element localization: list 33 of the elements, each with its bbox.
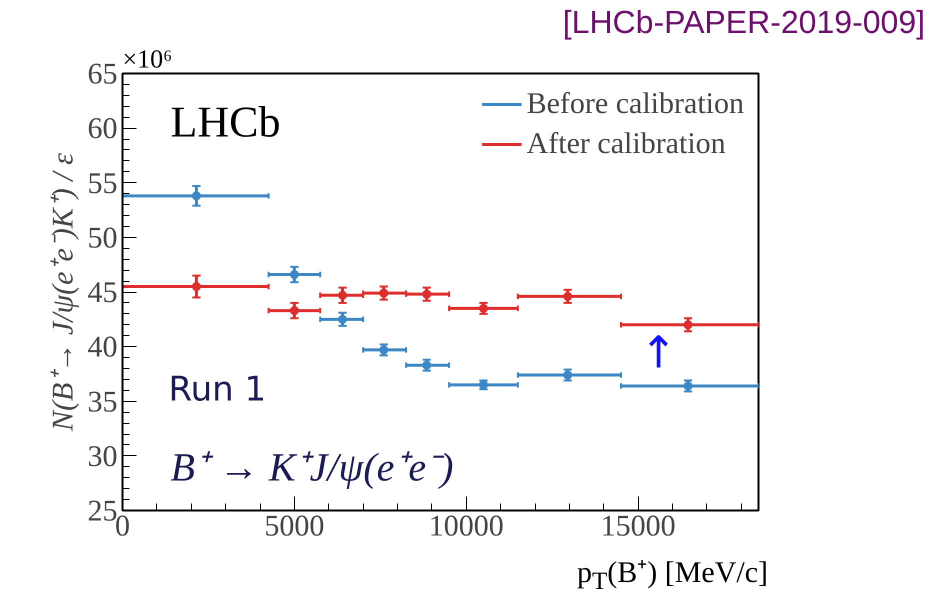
- y-tick-label: 40: [88, 330, 118, 364]
- x-tick-label: 0: [115, 510, 130, 542]
- y-tick-label: 30: [88, 440, 118, 473]
- y-tick-label: 55: [88, 166, 118, 200]
- point: [422, 290, 432, 299]
- y-tick-label: 45: [88, 276, 118, 309]
- point: [290, 306, 299, 316]
- point: [379, 288, 388, 298]
- annotation: LHCb: [170, 98, 280, 146]
- annotation: Run 1: [168, 370, 266, 410]
- point: [192, 282, 201, 292]
- x-tick-label: 5000: [264, 510, 324, 542]
- point: [192, 191, 201, 200]
- legend-label: Before calibration: [526, 87, 744, 121]
- text: ×10⁶: [122, 44, 172, 74]
- x-tick-label: 15000: [600, 510, 676, 542]
- x-tick-label: 10000: [428, 510, 504, 542]
- point: [684, 320, 693, 330]
- x-axis-title: p$_{T}$(B⁺) [MeV/c]: [576, 556, 768, 597]
- y-tick-label: 50: [88, 221, 118, 254]
- point: [338, 290, 348, 300]
- y-tick-label: 65: [88, 58, 118, 90]
- point: [290, 270, 299, 280]
- y-axis-title: N(B⁺→ J/ψ(e⁺e⁻)K⁺) / ε: [46, 152, 80, 432]
- y-tick-label: 35: [88, 385, 118, 418]
- point: [338, 314, 348, 324]
- text: [LHCb-PAPER-2019-009]: [562, 3, 925, 42]
- annotation: B⁺ → K⁺J/ψ(e⁺e⁻): [170, 444, 454, 490]
- y-tick-label: 25: [88, 494, 118, 528]
- legend-label: After calibration: [526, 127, 726, 161]
- point: [563, 292, 572, 301]
- annotation: ↑: [640, 328, 677, 378]
- y-tick-label: 60: [88, 112, 118, 146]
